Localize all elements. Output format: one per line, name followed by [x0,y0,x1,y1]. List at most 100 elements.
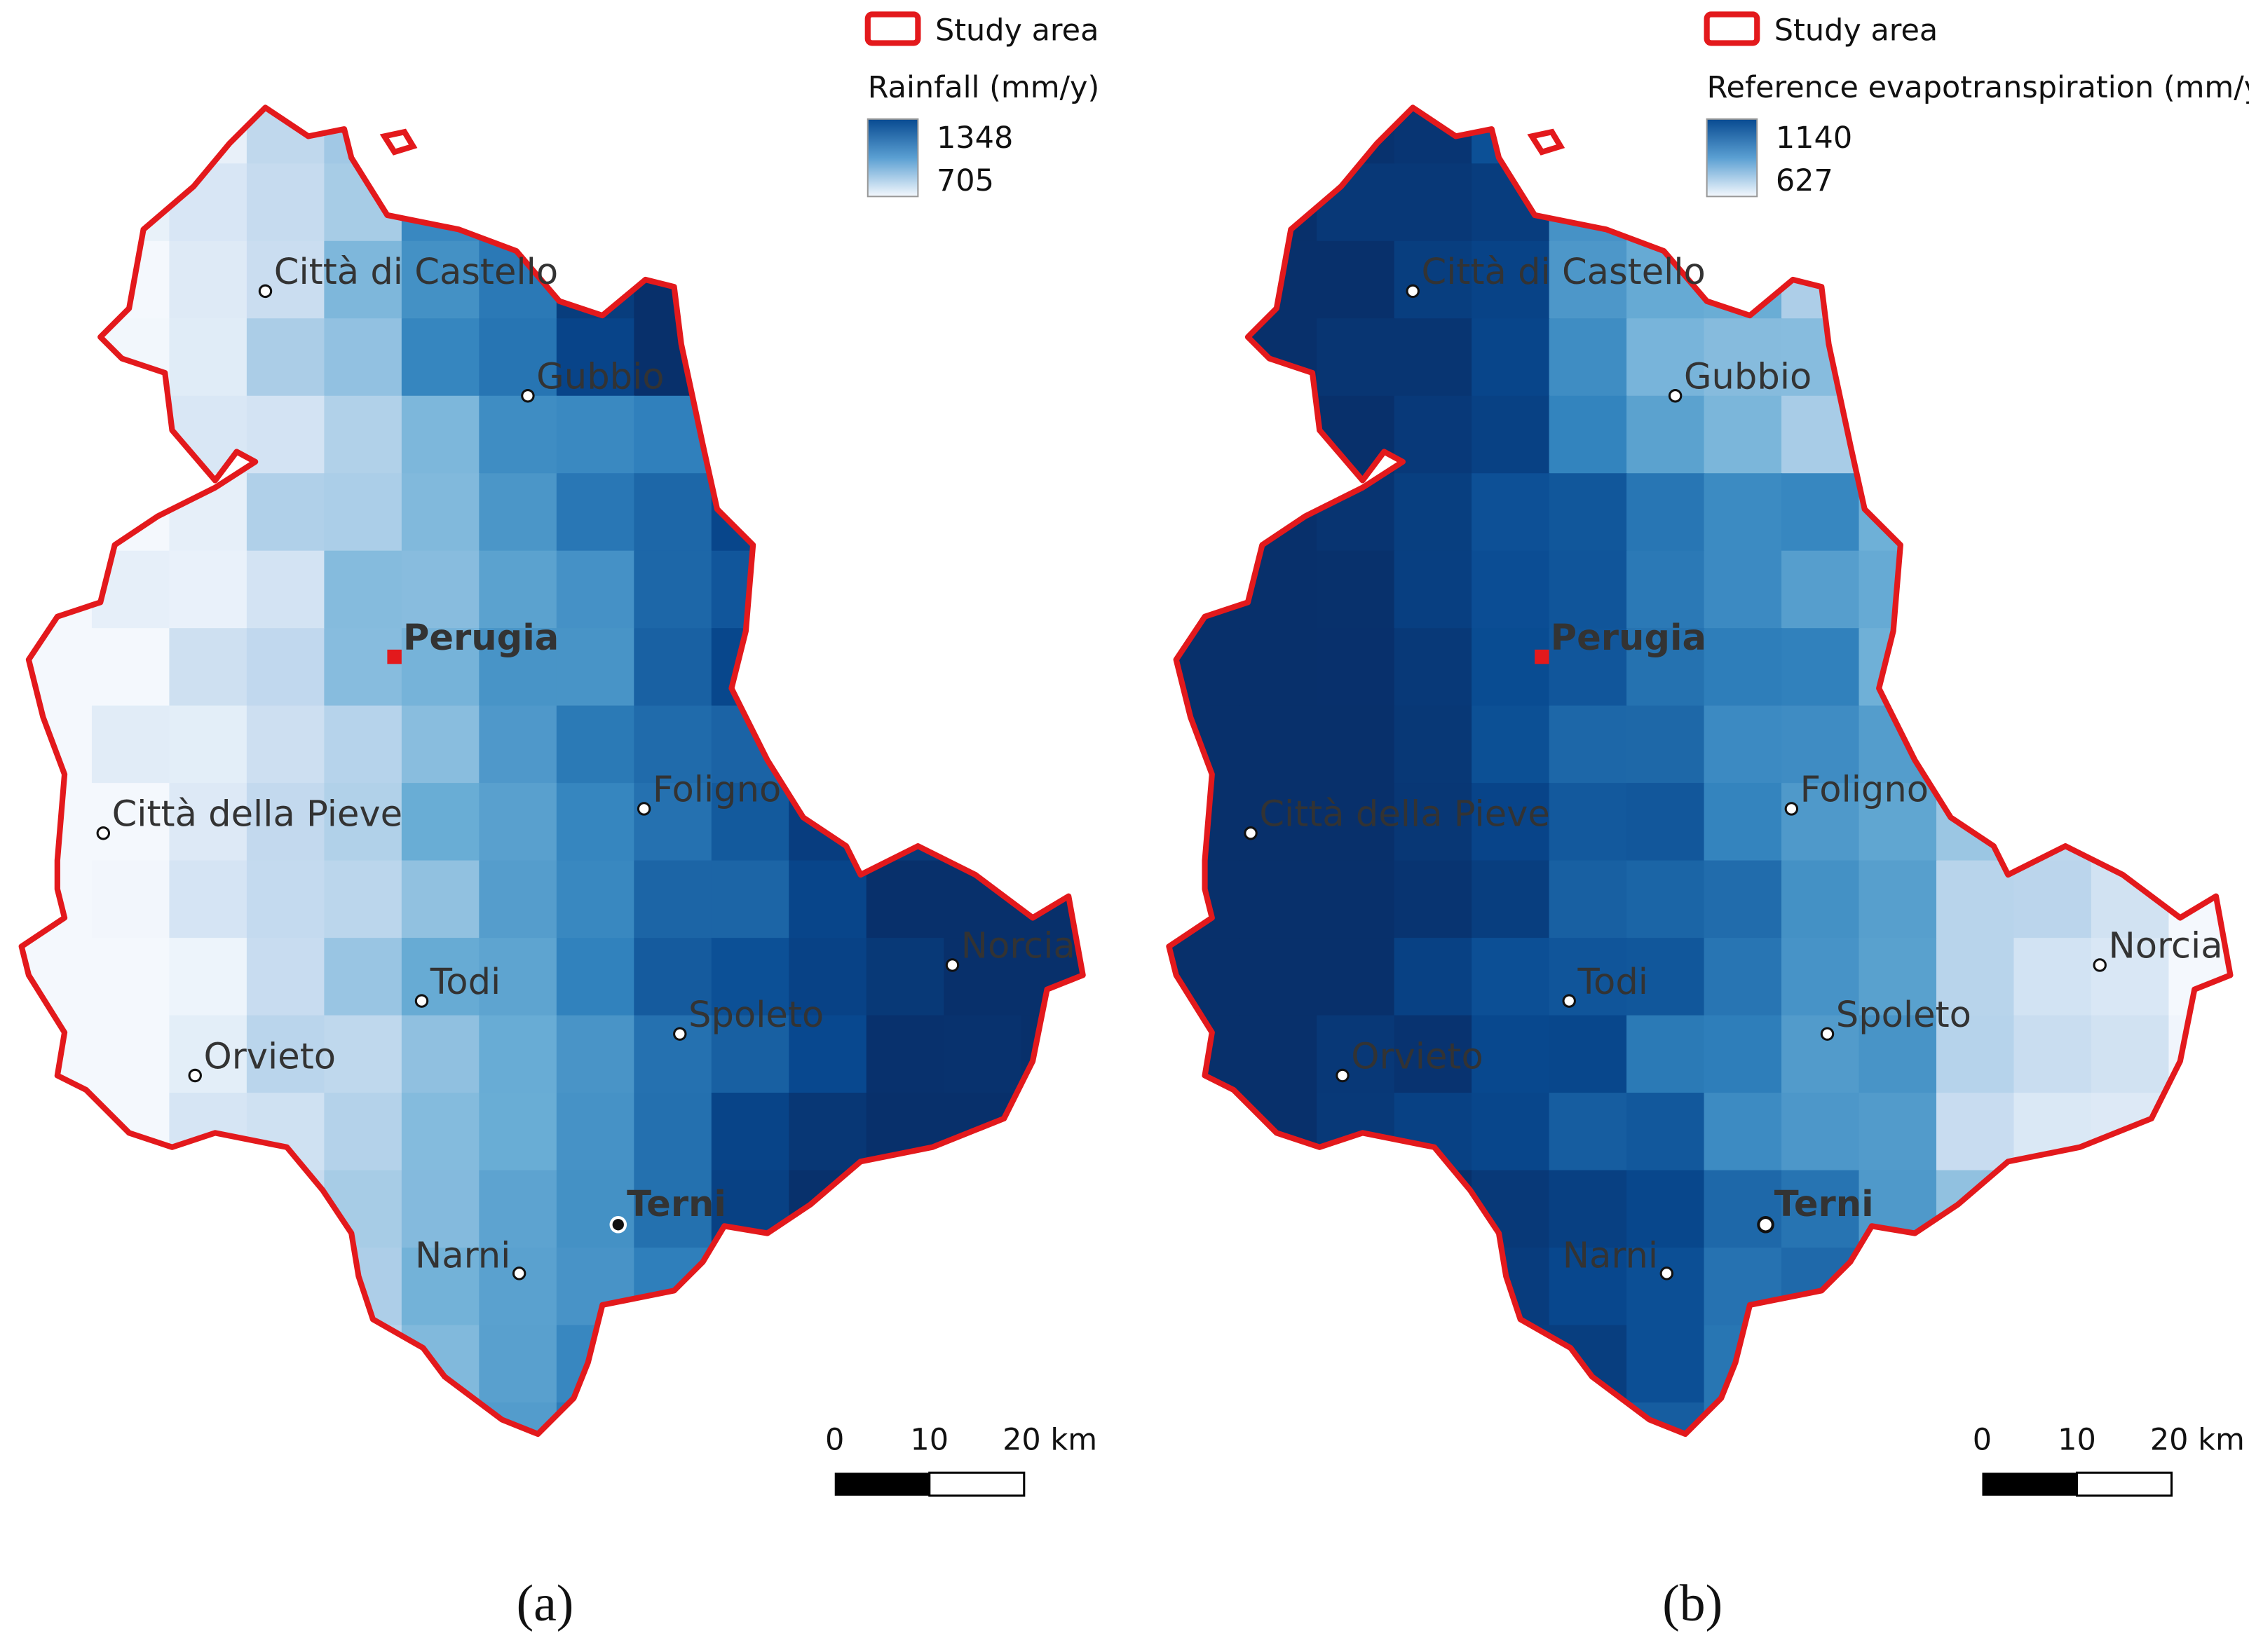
city-marker-icon [1784,802,1799,816]
city-narni: Narni [415,1236,526,1281]
city-citt-della-pieve: Città della Pieve [1244,793,1550,840]
raster-cell [1169,107,1240,165]
raster-cell [2091,1015,2170,1094]
raster-cell [1549,1402,1628,1434]
raster-cell [2013,1248,2092,1326]
raster-cell [14,1480,93,1558]
raster-cell [2246,1325,2249,1403]
raster-cell [634,107,712,165]
raster-cell [634,163,712,242]
raster-cell [2091,240,2170,320]
raster-cell [1626,938,1705,1016]
raster-cell [91,1402,170,1434]
raster-cell [634,860,712,939]
raster-cell [1169,1170,1240,1249]
city-label: Spoleto [1836,995,1971,1036]
raster-cell [556,318,635,397]
raster-cell [1472,1325,1550,1403]
raster-cell [1394,1402,1473,1434]
raster-cell [1472,1093,1550,1171]
raster-cell [944,783,1022,861]
city-label: Orvieto [1351,1036,1483,1077]
city-label: Perugia [1551,617,1706,659]
raster-cell [246,860,325,939]
raster-cell [2246,706,2249,784]
raster-cell [1626,318,1705,397]
raster-cell [2013,1015,2092,1094]
raster-cell [1936,1015,2015,1094]
raster-cell [1781,1325,1860,1403]
raster-cell [1472,240,1550,320]
raster-cell [944,705,1022,784]
city-terni: Terni [609,1184,726,1234]
raster-cell [246,705,325,784]
raster-cell [1317,107,1395,165]
raster-cell [1936,473,2015,552]
raster-cell [2091,1325,2170,1403]
city-label: Foligno [1800,770,1929,811]
city-marker-icon [1820,1027,1835,1041]
raster-cell [1936,550,2015,629]
raster-cell [866,1325,945,1403]
raster-cell [1859,318,1938,397]
scale-bar: 0 10 20 km [825,1422,1097,1497]
raster-cell [21,395,93,475]
raster-cell [1626,1015,1705,1094]
raster-cell [479,395,557,475]
legend: Study area Reference evapotranspiration (… [1704,11,2249,198]
city-marker-icon [96,826,111,840]
raster-cell [1626,860,1705,939]
raster-cell [1781,783,1860,861]
raster-cell [1394,938,1473,1016]
raster-cell [944,1325,1022,1403]
raster-cell [1549,107,1628,165]
raster-cell [1626,1480,1705,1558]
raster-cell [789,628,867,706]
raster-cell [169,1093,247,1171]
raster-cell [169,938,247,1016]
city-label: Città di Castello [1422,252,1706,293]
city-label: Città della Pieve [112,793,403,835]
raster-cell [866,550,945,629]
raster-cell [789,1325,867,1403]
raster-cell [169,860,247,939]
raster-cell [866,1015,945,1094]
raster-cell [1239,1402,1318,1434]
raster-cell [711,240,790,320]
raster-cell [1936,1093,2015,1171]
raster-cell [711,163,790,242]
raster-cell [2246,241,2249,320]
raster-cell [324,550,402,629]
raster-cell [1859,1093,1938,1171]
raster-cell [1239,1248,1318,1326]
raster-cell [2013,318,2092,397]
raster-cell [556,860,635,939]
raster-cell [92,1480,170,1558]
raster-cell [401,318,480,397]
raster-cell [711,783,790,861]
raster-cell [2091,395,2170,475]
raster-cell [2246,551,2249,629]
raster-cell [246,628,325,706]
raster-cell [1099,163,1177,242]
raster-cell [1394,783,1473,861]
raster-cell [1626,107,1705,165]
raster-cell [944,1248,1022,1326]
raster-cell [1099,1170,1177,1249]
raster-cell [2168,395,2231,475]
city-marker-icon [945,958,960,972]
raster-cell [169,1248,247,1326]
city-perugia: Perugia [1535,617,1706,664]
raster-cell [1549,550,1628,629]
raster-cell [21,107,93,165]
raster-cell [2246,1170,2249,1249]
raster-cell [1859,628,1938,706]
raster-cell [1021,163,1083,242]
raster-cell [556,550,635,629]
raster-cell [2246,1480,2249,1558]
raster-cell [2013,550,2092,629]
raster-cell [789,550,867,629]
raster-cell [246,938,325,1016]
raster-cell [557,1480,635,1558]
raster-cell [401,1402,480,1434]
